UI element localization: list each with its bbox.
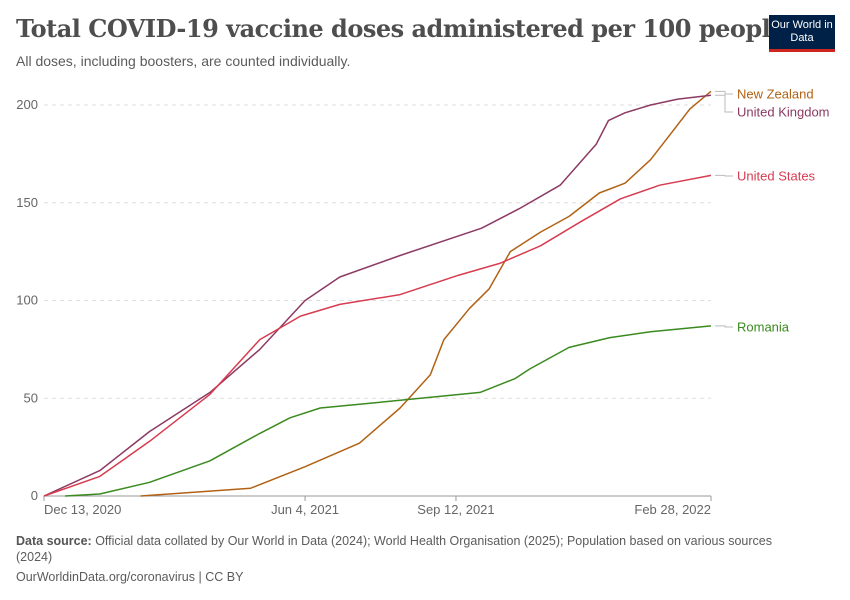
x-tick-label: Jun 4, 2021 (271, 502, 339, 517)
series-line-united-kingdom (43, 94, 712, 497)
label-connector (715, 325, 733, 328)
y-tick-label: 200 (16, 97, 38, 112)
label-connector (715, 94, 733, 113)
logo-text: Our World in Data (771, 19, 833, 44)
y-tick-label: 0 (31, 488, 38, 503)
chart-title: Total COVID-19 vaccine doses administere… (16, 14, 786, 43)
chart-subtitle: All doses, including boosters, are count… (16, 53, 351, 69)
series-label: United States (737, 169, 816, 184)
source-label: Data source: (16, 534, 92, 548)
series-line-new-zealand (140, 90, 712, 497)
series-line-united-states (43, 174, 712, 497)
y-tick-label: 100 (16, 293, 38, 308)
footer-link[interactable]: OurWorldinData.org/coronavirus | CC BY (16, 570, 244, 584)
label-connector (715, 90, 733, 95)
x-tick-label: Sep 12, 2021 (417, 502, 494, 517)
series-line-romania (65, 325, 712, 497)
x-tick-label: Feb 28, 2022 (634, 502, 711, 517)
x-tick-label: Dec 13, 2020 (44, 502, 121, 517)
source-text: Official data collated by Our World in D… (16, 534, 772, 564)
data-source: Data source: Official data collated by O… (16, 533, 806, 565)
y-tick-label: 50 (24, 390, 38, 405)
series-label: Romania (737, 320, 790, 335)
series-label: New Zealand (737, 87, 814, 102)
label-connector (715, 174, 733, 177)
owid-logo[interactable]: Our World in Data (769, 15, 835, 52)
y-tick-label: 150 (16, 195, 38, 210)
series-label: United Kingdom (737, 105, 830, 120)
